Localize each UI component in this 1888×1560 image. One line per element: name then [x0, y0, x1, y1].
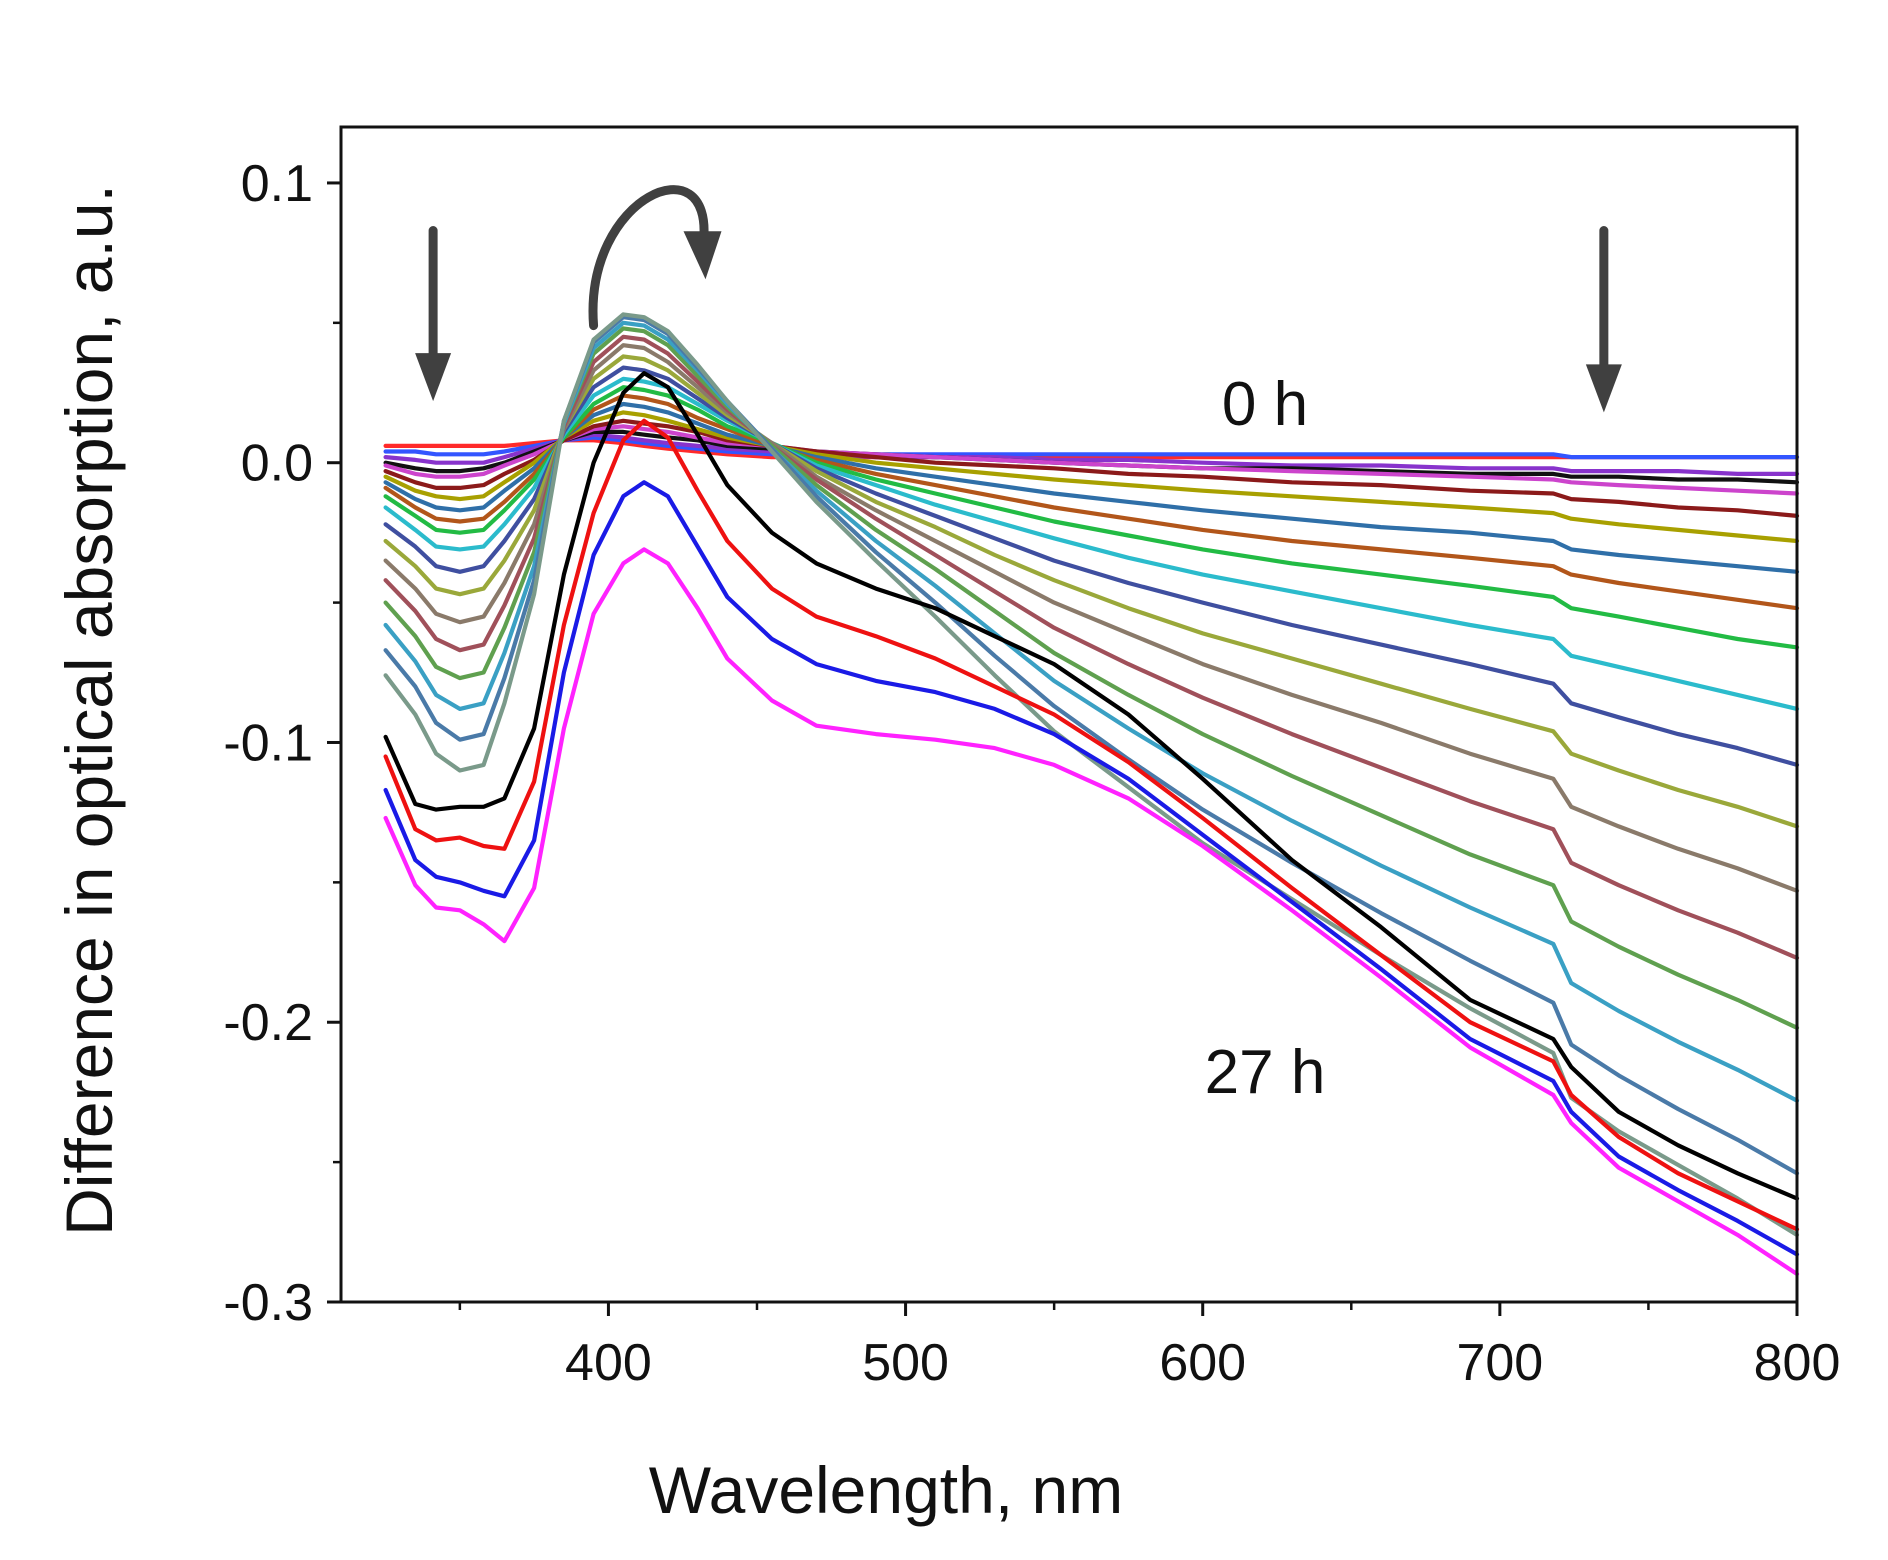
y-tick-label-2: -0.1: [223, 714, 313, 772]
series-line-15: [383, 326, 1800, 1030]
series-line-8: [383, 393, 1800, 611]
arrow-head-1: [1585, 364, 1622, 413]
series-line-22: [383, 547, 1800, 1277]
series-line-16: [383, 320, 1800, 1103]
x-tick-label-2: 600: [1159, 1334, 1246, 1392]
annotation-27h: 27 h: [1205, 1038, 1326, 1107]
x-tick-label-3: 700: [1456, 1334, 1543, 1392]
series-line-6: [383, 410, 1800, 544]
series-line-11: [383, 365, 1800, 767]
annotation-group: 0 h 27 h: [1205, 370, 1326, 1107]
curved-arrow-shaft: [588, 185, 709, 331]
series-line-12: [383, 354, 1800, 829]
curved-arrow-head: [683, 231, 722, 280]
x-axis-title: Wavelength, nm: [649, 1453, 1123, 1527]
y-tick-label-4: -0.3: [223, 1274, 313, 1332]
series-line-20: [383, 418, 1800, 1232]
tick-group: [327, 181, 1799, 1316]
series-line-5: [383, 418, 1800, 518]
arrow-group: [415, 185, 1622, 413]
series-line-13: [383, 343, 1800, 893]
series-line-21: [383, 480, 1800, 1257]
series-line-17: [383, 315, 1800, 1176]
x-tick-label-0: 400: [565, 1334, 652, 1392]
annotation-0h: 0 h: [1222, 370, 1308, 439]
tick-label-group: 400 500 600 700 800 0.1 0.0 -0.1 -0.2 -0.3: [223, 155, 1840, 1392]
series-line-7: [383, 401, 1800, 574]
y-tick-label-0: 0.1: [241, 155, 313, 213]
series-group: [383, 312, 1800, 1277]
y-axis-title: Difference in optical absorption, a.u.: [52, 184, 126, 1236]
series-line-10: [383, 376, 1800, 711]
y-tick-label-3: -0.2: [223, 994, 313, 1052]
y-tick-label-1: 0.0: [241, 435, 313, 493]
series-line-14: [383, 334, 1800, 960]
series-line-18: [383, 312, 1800, 1237]
arrow-head-0: [415, 353, 452, 402]
series-line-19: [383, 371, 1800, 1201]
x-tick-label-1: 500: [862, 1334, 949, 1392]
plot-frame: [339, 125, 1799, 1304]
series-line-9: [383, 385, 1800, 650]
x-tick-label-4: 800: [1754, 1334, 1841, 1392]
